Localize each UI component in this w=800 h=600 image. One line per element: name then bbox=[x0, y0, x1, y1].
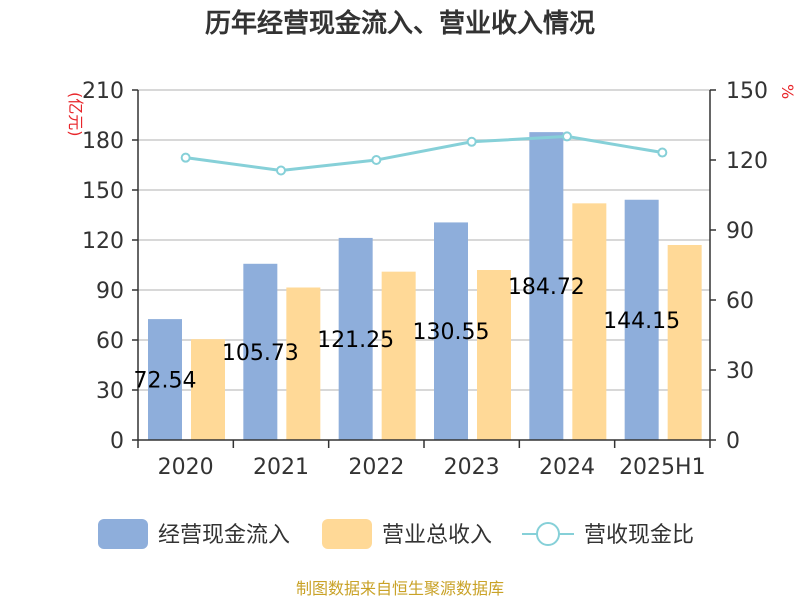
right-axis-tick-label: 120 bbox=[726, 149, 768, 174]
data-label-cash-inflow: 105.73 bbox=[222, 341, 299, 366]
right-axis-tick-label: 0 bbox=[726, 429, 740, 454]
bar-cash-inflow bbox=[624, 199, 659, 440]
left-axis-tick-label: 120 bbox=[82, 229, 124, 254]
legend-swatch-marker bbox=[536, 522, 560, 546]
right-axis-unit: % bbox=[778, 84, 797, 99]
legend-label: 经营现金流入 bbox=[158, 523, 290, 548]
right-axis-tick-label: 30 bbox=[726, 359, 754, 384]
bar-revenue bbox=[477, 270, 511, 440]
bar-cash-inflow bbox=[434, 222, 468, 440]
ratio-point bbox=[180, 152, 191, 163]
legend: 经营现金流入 营业总收入 营收现金比 bbox=[98, 519, 694, 549]
bar-cash-inflow bbox=[338, 237, 373, 440]
ratio-line-series bbox=[180, 131, 668, 176]
right-axis-tick-label: 150 bbox=[726, 79, 768, 104]
ratio-line bbox=[185, 134, 663, 173]
bar-revenue bbox=[191, 339, 225, 440]
data-label-cash-inflow: 72.54 bbox=[134, 369, 197, 394]
x-axis-tick-label: 2020 bbox=[158, 455, 214, 480]
legend-label: 营收现金比 bbox=[584, 523, 694, 548]
data-labels: 72.54 105.73 121.25 130.55 184.72 144.15 bbox=[134, 275, 681, 393]
x-axis-tick-label: 2024 bbox=[539, 455, 595, 480]
ratio-point bbox=[466, 136, 477, 147]
left-axis-tick-label: 210 bbox=[82, 79, 124, 104]
x-axis-tick-label: 2022 bbox=[348, 455, 404, 480]
left-axis-tick-label: 150 bbox=[82, 179, 124, 204]
bar-revenue bbox=[286, 287, 321, 440]
bar-revenue bbox=[667, 245, 702, 440]
left-axis-tick-label: 180 bbox=[82, 129, 124, 154]
data-label-cash-inflow: 121.25 bbox=[317, 328, 394, 353]
right-axis-tick-label: 90 bbox=[726, 219, 754, 244]
data-label-cash-inflow: 184.72 bbox=[508, 275, 585, 300]
data-label-cash-inflow: 130.55 bbox=[413, 320, 490, 345]
bar-revenue bbox=[381, 271, 416, 440]
axes: 0 30 60 90 120 150 180 210 0 30 60 90 120 150 (亿元)% 202… bbox=[66, 79, 797, 480]
legend-label: 营业总收入 bbox=[382, 523, 492, 548]
legend-swatch bbox=[322, 519, 372, 549]
chart-title: 历年经营现金流入、营业收入情况 bbox=[205, 8, 595, 39]
ratio-point bbox=[276, 165, 286, 176]
data-label-cash-inflow: 144.15 bbox=[603, 309, 680, 334]
left-axis-tick-label: 60 bbox=[96, 329, 124, 354]
left-axis-tick-label: 0 bbox=[110, 429, 124, 454]
ratio-point bbox=[371, 155, 382, 165]
x-axis-tick-label: 2025H1 bbox=[619, 455, 706, 480]
bar-cash-inflow bbox=[243, 263, 278, 440]
left-axis-unit: (亿元) bbox=[66, 92, 85, 137]
right-axis-tick-label: 60 bbox=[726, 289, 754, 314]
legend-swatch bbox=[98, 519, 148, 549]
bar-cash-inflow bbox=[148, 319, 182, 440]
left-axis-tick-label: 30 bbox=[96, 379, 124, 404]
bar-series bbox=[148, 132, 702, 440]
x-axis-tick-label: 2023 bbox=[444, 455, 500, 480]
x-axis-tick-label: 2021 bbox=[253, 455, 309, 480]
ratio-point bbox=[657, 147, 668, 158]
source-note: 制图数据来自恒生聚源数据库 bbox=[296, 579, 504, 598]
grid-lines bbox=[138, 89, 710, 391]
left-axis-tick-label: 90 bbox=[96, 279, 124, 304]
bar-revenue bbox=[572, 203, 607, 440]
bar-cash-inflow bbox=[529, 132, 564, 440]
ratio-point bbox=[562, 131, 572, 142]
